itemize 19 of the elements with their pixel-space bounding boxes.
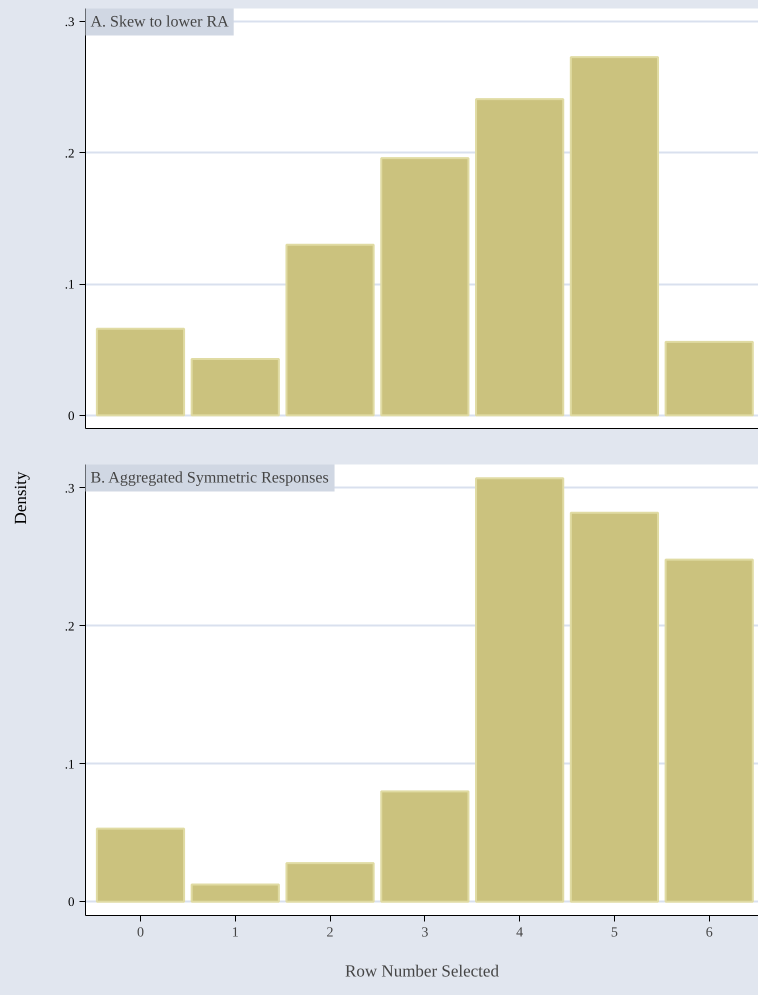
x-tick-label: 0 [136,926,144,940]
y-tick-label: .2 [64,145,74,160]
y-tick-label: .1 [64,756,74,772]
y-tick-label: 0 [68,408,74,423]
x-tick-label: 2 [326,926,334,940]
x-axis-title: Row Number Selected [345,962,500,980]
y-tick-label: .3 [64,14,74,30]
y-tick-label: .2 [64,618,74,634]
chart-title: A. Skew to lower RA [90,14,230,30]
chart-title: B. Aggregated Symmetric Responses [90,470,329,486]
y-tick-label: .3 [64,480,74,496]
x-tick-label: 3 [421,926,428,940]
y-tick-label: .1 [64,276,74,292]
x-tick-label: 1 [232,926,239,940]
y-tick-label: 0 [68,894,74,910]
y-axis-title: Density [11,471,30,524]
x-tick-label: 5 [610,926,618,940]
x-tick-label: 4 [516,926,524,940]
x-tick-label: 6 [706,926,713,940]
